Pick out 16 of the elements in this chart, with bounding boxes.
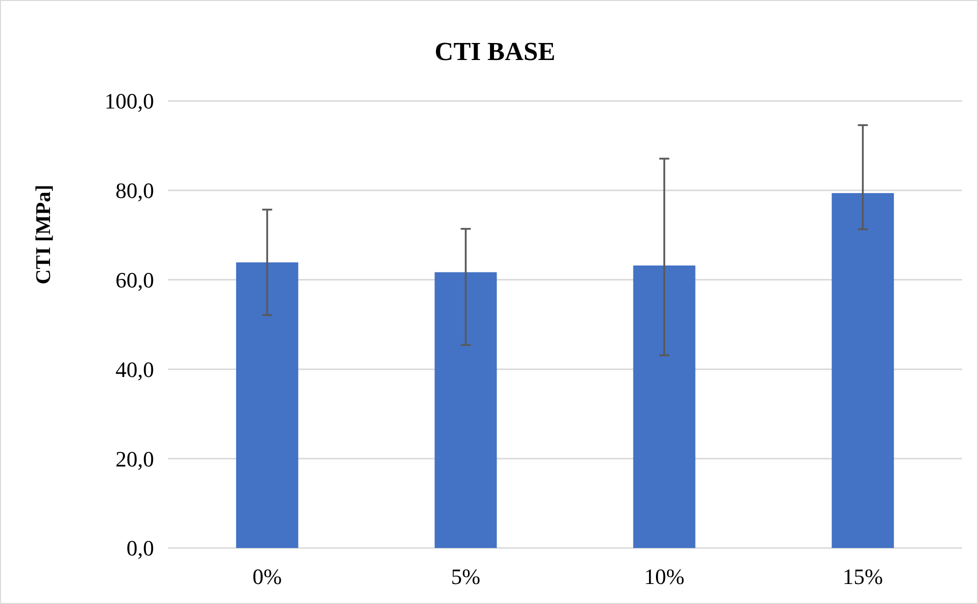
y-tick-label: 80,0 <box>116 178 154 204</box>
chart-title: CTI BASE <box>434 37 556 66</box>
y-tick-label: 40,0 <box>116 356 154 382</box>
x-tick-label: 0% <box>252 564 282 589</box>
bar <box>633 265 696 548</box>
y-tick-label: 0,0 <box>126 536 154 561</box>
bar <box>832 193 894 548</box>
bar <box>434 272 497 548</box>
bar <box>236 262 298 548</box>
x-tick-label: 5% <box>451 564 480 589</box>
y-axis-title: CTI [MPa] <box>31 184 55 284</box>
y-tick-label: 60,0 <box>116 268 154 292</box>
x-tick-label: 15% <box>842 564 883 589</box>
y-tick-label: 20,0 <box>116 446 154 472</box>
x-tick-label: 10% <box>644 564 684 589</box>
y-tick-label: 100,0 <box>104 88 154 114</box>
